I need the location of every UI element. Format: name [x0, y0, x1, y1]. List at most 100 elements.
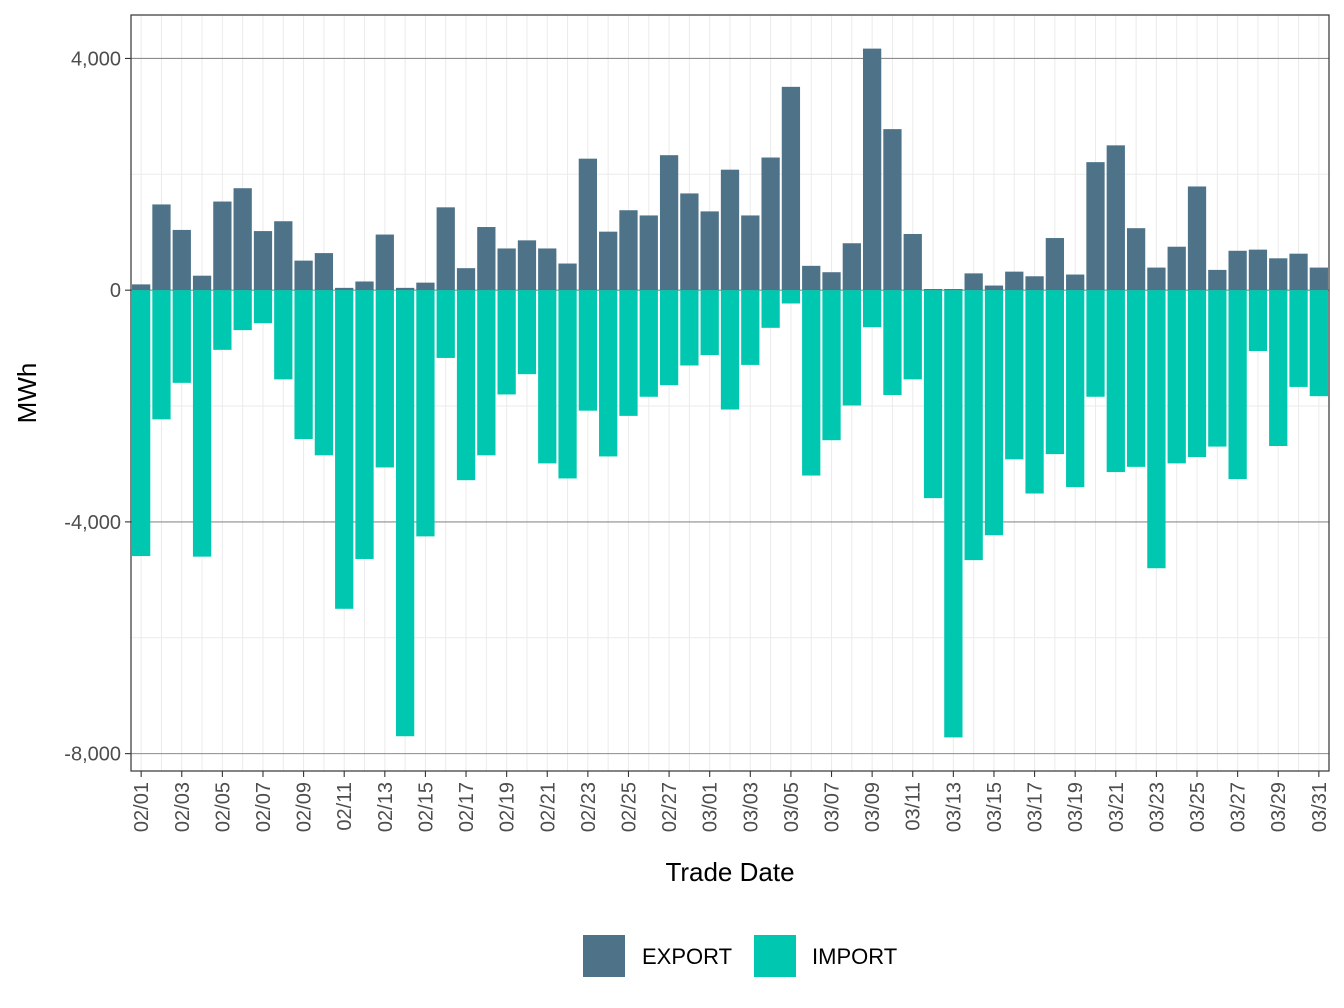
x-tick-label: 02/11: [334, 782, 356, 831]
export-bar-02-27: [659, 155, 679, 291]
export-bar-02-10: [314, 253, 334, 291]
y-axis: 4,000 0 -4,000 -8,000: [64, 48, 131, 766]
x-tick-label: 03/13: [943, 782, 965, 832]
import-bar-03-30: [1289, 290, 1308, 387]
export-bar-02-05: [213, 201, 232, 291]
legend-label-import: IMPORT: [812, 944, 897, 969]
import-bar-03-10: [883, 290, 902, 396]
export-bar-02-08: [274, 221, 293, 291]
export-bar-03-29: [1269, 258, 1288, 291]
export-bar-02-28: [680, 193, 699, 291]
import-bar-03-14: [964, 290, 983, 561]
legend: EXPORT IMPORT: [583, 935, 897, 977]
export-bar-02-22: [558, 263, 577, 291]
import-bar-03-05: [781, 290, 801, 304]
import-bar-03-27: [1228, 290, 1247, 480]
export-bar-02-12: [355, 281, 374, 291]
export-bar-02-15: [416, 282, 435, 291]
export-bar-03-28: [1248, 249, 1268, 291]
export-bar-03-31: [1309, 267, 1328, 291]
export-bar-02-04: [192, 275, 212, 291]
export-bar-03-03: [741, 215, 760, 291]
export-bar-03-14: [964, 273, 983, 291]
x-tick-label: 02/03: [172, 782, 194, 832]
import-bar-03-24: [1167, 290, 1186, 464]
import-bar-03-07: [822, 290, 841, 441]
import-bar-03-31: [1309, 290, 1328, 397]
import-bar-02-24: [599, 290, 618, 457]
export-bar-02-06: [233, 188, 252, 291]
export-bar-03-26: [1208, 269, 1227, 291]
import-bar-03-13: [944, 290, 963, 738]
import-bar-02-03: [172, 290, 191, 383]
x-tick-label: 03/01: [700, 782, 722, 832]
export-bar-02-16: [436, 207, 455, 291]
import-bar-03-21: [1106, 290, 1125, 473]
x-tick-label: 03/21: [1106, 782, 1128, 832]
import-bar-02-28: [680, 290, 699, 366]
export-bar-03-18: [1045, 238, 1065, 291]
import-bar-03-25: [1187, 290, 1207, 458]
x-tick-label: 03/17: [1025, 782, 1047, 832]
import-bar-03-06: [802, 290, 821, 476]
export-bar-03-27: [1228, 250, 1247, 291]
import-bar-03-15: [984, 290, 1004, 536]
export-bar-02-24: [599, 231, 618, 291]
import-bar-02-14: [395, 290, 415, 737]
import-bar-03-19: [1066, 290, 1085, 488]
y-tick-label: -8,000: [64, 744, 121, 766]
import-bar-02-01: [132, 290, 151, 557]
x-tick-label: 02/01: [131, 782, 153, 832]
export-bar-02-11: [335, 287, 354, 291]
import-series: [132, 290, 1328, 738]
import-bar-03-08: [842, 290, 861, 406]
export-bar-03-10: [883, 129, 902, 291]
x-tick-label: 03/19: [1065, 782, 1087, 832]
import-bar-03-20: [1086, 290, 1105, 397]
export-bar-03-12: [923, 289, 943, 291]
import-bar-03-12: [923, 290, 943, 499]
export-bar-03-15: [984, 285, 1004, 291]
export-bar-02-23: [578, 158, 598, 291]
import-bar-03-18: [1045, 290, 1065, 455]
export-bar-03-23: [1147, 267, 1166, 291]
x-tick-label: 03/23: [1146, 782, 1168, 832]
export-bar-02-03: [172, 229, 191, 291]
export-bar-03-25: [1187, 186, 1207, 291]
import-bar-02-15: [416, 290, 435, 537]
import-bar-03-22: [1126, 290, 1146, 467]
export-bar-02-02: [152, 204, 171, 291]
legend-swatch-import: [754, 935, 796, 977]
export-bar-03-22: [1126, 228, 1146, 291]
export-bar-02-18: [477, 227, 496, 291]
import-bar-02-11: [335, 290, 354, 609]
x-tick-label: 03/07: [822, 782, 844, 832]
export-bar-02-17: [456, 268, 476, 291]
import-bar-02-19: [497, 290, 516, 395]
legend-label-export: EXPORT: [642, 944, 732, 969]
export-bar-03-08: [842, 243, 861, 291]
import-bar-02-23: [578, 290, 598, 411]
import-bar-03-11: [903, 290, 922, 380]
import-bar-02-04: [192, 290, 212, 557]
export-bar-02-13: [375, 234, 394, 291]
import-bar-02-16: [436, 290, 455, 358]
x-tick-label: 02/27: [659, 782, 681, 832]
import-bar-03-17: [1025, 290, 1044, 494]
export-bar-03-11: [903, 233, 922, 291]
import-bar-03-16: [1005, 290, 1024, 460]
export-bar-03-13: [944, 289, 963, 291]
import-bar-03-04: [761, 290, 780, 328]
panel-border: [130, 14, 1330, 772]
export-bar-03-09: [862, 48, 882, 291]
import-bar-02-26: [639, 290, 658, 397]
import-bar-02-08: [274, 290, 293, 380]
y-tick-label: 0: [110, 280, 121, 302]
export-bar-03-19: [1066, 274, 1085, 291]
export-bar-03-24: [1167, 246, 1186, 291]
x-tick-label: 03/09: [862, 782, 884, 832]
export-bar-03-16: [1005, 271, 1024, 291]
import-bar-03-01: [700, 290, 719, 356]
import-bar-02-27: [659, 290, 679, 386]
